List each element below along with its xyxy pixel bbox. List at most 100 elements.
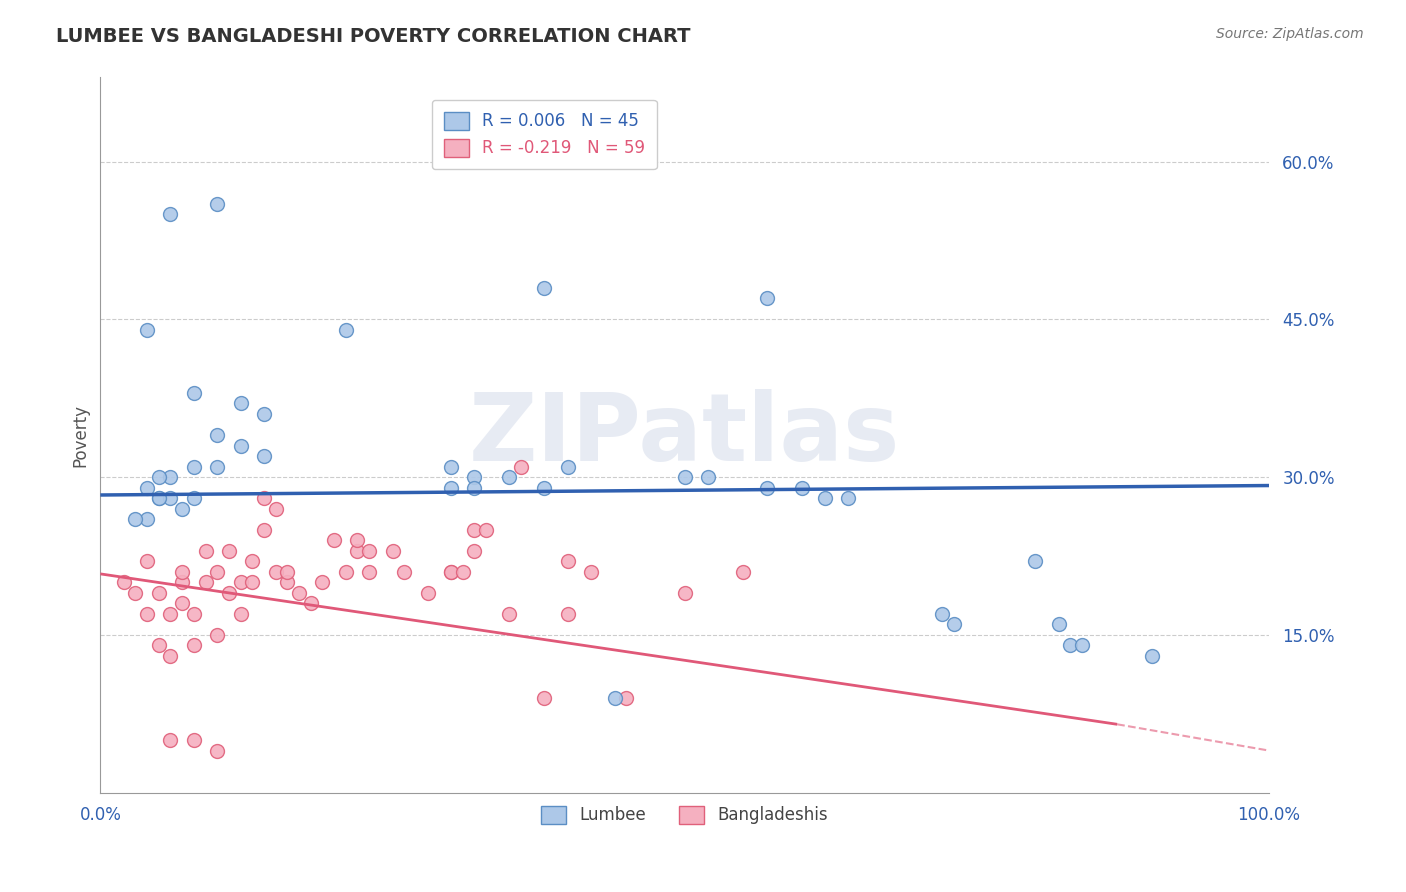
- Point: [392, 565, 415, 579]
- Point: [475, 523, 498, 537]
- Point: [172, 565, 194, 579]
- Point: [299, 596, 322, 610]
- Point: [440, 481, 463, 495]
- Point: [183, 639, 205, 653]
- Point: [264, 565, 287, 579]
- Point: [498, 470, 520, 484]
- Point: [381, 543, 404, 558]
- Point: [229, 396, 252, 410]
- Point: [440, 459, 463, 474]
- Point: [240, 575, 263, 590]
- Point: [755, 481, 778, 495]
- Point: [148, 491, 170, 505]
- Point: [814, 491, 837, 505]
- Point: [136, 554, 159, 568]
- Point: [288, 586, 311, 600]
- Point: [440, 565, 463, 579]
- Point: [253, 491, 276, 505]
- Point: [276, 565, 298, 579]
- Point: [335, 323, 357, 337]
- Point: [253, 523, 276, 537]
- Point: [205, 459, 228, 474]
- Point: [614, 691, 637, 706]
- Point: [1059, 639, 1081, 653]
- Point: [359, 543, 381, 558]
- Point: [136, 607, 159, 621]
- Point: [673, 586, 696, 600]
- Point: [1140, 648, 1163, 663]
- Point: [440, 565, 463, 579]
- Point: [557, 459, 579, 474]
- Y-axis label: Poverty: Poverty: [72, 403, 89, 467]
- Point: [733, 565, 755, 579]
- Point: [931, 607, 953, 621]
- Point: [205, 743, 228, 757]
- Point: [463, 470, 485, 484]
- Point: [253, 407, 276, 421]
- Point: [124, 586, 146, 600]
- Point: [264, 501, 287, 516]
- Point: [463, 543, 485, 558]
- Point: [205, 196, 228, 211]
- Point: [148, 586, 170, 600]
- Point: [148, 470, 170, 484]
- Point: [240, 554, 263, 568]
- Point: [346, 533, 368, 548]
- Point: [183, 607, 205, 621]
- Legend: Lumbee, Bangladeshis: Lumbee, Bangladeshis: [531, 796, 838, 834]
- Point: [136, 323, 159, 337]
- Point: [183, 733, 205, 747]
- Point: [533, 281, 555, 295]
- Point: [136, 481, 159, 495]
- Point: [311, 575, 333, 590]
- Text: Source: ZipAtlas.com: Source: ZipAtlas.com: [1216, 27, 1364, 41]
- Point: [276, 575, 298, 590]
- Point: [136, 512, 159, 526]
- Point: [194, 575, 217, 590]
- Point: [533, 481, 555, 495]
- Point: [172, 596, 194, 610]
- Point: [942, 617, 965, 632]
- Point: [159, 607, 181, 621]
- Point: [218, 543, 240, 558]
- Point: [837, 491, 859, 505]
- Point: [557, 607, 579, 621]
- Point: [159, 648, 181, 663]
- Point: [579, 565, 602, 579]
- Point: [159, 733, 181, 747]
- Point: [557, 554, 579, 568]
- Point: [183, 491, 205, 505]
- Point: [359, 565, 381, 579]
- Point: [112, 575, 135, 590]
- Point: [183, 386, 205, 401]
- Point: [498, 607, 520, 621]
- Text: ZIPatlas: ZIPatlas: [470, 389, 900, 481]
- Point: [603, 691, 626, 706]
- Point: [124, 512, 146, 526]
- Point: [205, 628, 228, 642]
- Point: [451, 565, 474, 579]
- Point: [510, 459, 533, 474]
- Point: [229, 607, 252, 621]
- Point: [533, 691, 555, 706]
- Point: [755, 291, 778, 305]
- Point: [463, 481, 485, 495]
- Point: [148, 491, 170, 505]
- Point: [159, 207, 181, 221]
- Text: LUMBEE VS BANGLADESHI POVERTY CORRELATION CHART: LUMBEE VS BANGLADESHI POVERTY CORRELATIO…: [56, 27, 690, 45]
- Point: [205, 565, 228, 579]
- Point: [183, 459, 205, 474]
- Point: [218, 586, 240, 600]
- Point: [335, 565, 357, 579]
- Point: [148, 639, 170, 653]
- Point: [253, 449, 276, 463]
- Point: [1071, 639, 1094, 653]
- Point: [172, 575, 194, 590]
- Point: [205, 428, 228, 442]
- Point: [346, 543, 368, 558]
- Point: [172, 501, 194, 516]
- Point: [229, 575, 252, 590]
- Point: [697, 470, 720, 484]
- Point: [1047, 617, 1070, 632]
- Point: [463, 523, 485, 537]
